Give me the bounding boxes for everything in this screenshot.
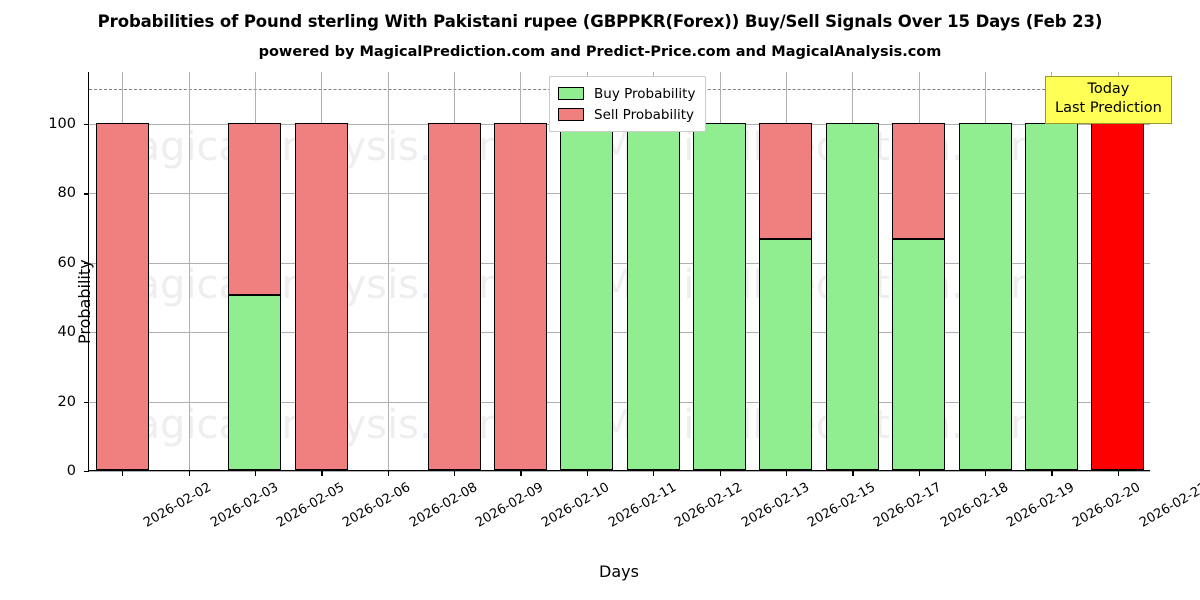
gridline-horizontal (89, 193, 1150, 195)
x-tick-mark (122, 471, 124, 476)
y-tick-label: 60 (57, 254, 76, 271)
x-tick-mark (653, 471, 655, 476)
gridline-horizontal (89, 471, 1150, 472)
bar-segment-today[interactable] (1091, 123, 1145, 470)
bar-segment-sell[interactable] (892, 123, 946, 239)
x-tick-mark (188, 471, 190, 476)
bar-group[interactable] (892, 123, 946, 470)
y-axis-label: Probability (75, 259, 94, 344)
x-tick-mark (387, 471, 389, 476)
bar-group[interactable] (427, 123, 481, 470)
bar-group[interactable] (825, 123, 879, 470)
bar-segment-sell[interactable] (95, 123, 149, 470)
y-tick-mark (84, 471, 89, 473)
x-tick-mark (586, 471, 588, 476)
x-tick-label: 2026-02-06 (340, 480, 414, 531)
bar-group[interactable] (626, 123, 680, 470)
bar-group[interactable] (1024, 123, 1078, 470)
x-tick-label: 2026-02-02 (141, 480, 215, 531)
bar-segment-buy[interactable] (825, 123, 879, 470)
bar-group[interactable] (693, 123, 747, 470)
y-tick-label: 0 (66, 463, 76, 479)
legend-item-sell[interactable]: Sell Probability (558, 104, 695, 125)
bar-group[interactable] (1091, 123, 1145, 470)
x-tick-label: 2026-02-05 (274, 480, 347, 531)
x-tick-label: 2026-02-08 (406, 480, 480, 531)
x-tick-label: 2026-02-18 (937, 480, 1011, 531)
y-tick-label: 20 (57, 393, 76, 410)
bar-segment-sell[interactable] (427, 123, 481, 470)
x-tick-mark (1117, 471, 1119, 476)
today-label-line2: Last Prediction (1055, 100, 1162, 116)
x-tick-label: 2026-02-09 (473, 480, 547, 531)
x-tick-mark (254, 471, 257, 476)
y-tick-mark (84, 193, 89, 195)
x-tick-mark (985, 471, 987, 476)
x-tick-label: 2026-02-15 (805, 480, 878, 531)
bar-segment-buy[interactable] (958, 123, 1012, 470)
x-tick-label: 2026-02-19 (1004, 480, 1078, 531)
y-tick-label: 100 (48, 116, 76, 133)
axis-decorations: 0 20 40 60 80 100 2026-02-02 2026-02-03 2026-02-… (48, 72, 1200, 531)
legend-swatch-sell (558, 108, 584, 121)
x-tick-mark (321, 471, 323, 476)
x-tick-label: 2026-02-12 (672, 480, 746, 531)
y-tick-mark (84, 401, 89, 403)
gridline-horizontal (89, 401, 1150, 403)
legend-label-buy: Buy Probability (594, 85, 696, 102)
x-tick-label: 2026-02-10 (539, 480, 613, 531)
bar-group[interactable] (95, 123, 149, 470)
bar-segment-buy[interactable] (759, 238, 813, 470)
x-tick-mark (918, 471, 920, 476)
today-label-line1: Today (1087, 81, 1130, 97)
bars-layer (89, 72, 1150, 470)
bar-group[interactable] (228, 123, 282, 470)
x-tick-mark (852, 471, 854, 476)
bar-segment-sell[interactable] (294, 123, 348, 470)
bar-segment-buy[interactable] (626, 123, 680, 470)
x-tick-mark (1051, 471, 1053, 476)
x-tick-label: 2026-02-11 (605, 480, 679, 531)
bar-segment-sell[interactable] (759, 123, 813, 239)
gridline-horizontal (89, 332, 1150, 334)
y-tick-mark (84, 332, 89, 334)
gridline-horizontal (89, 262, 1150, 264)
y-tick-label: 80 (57, 185, 76, 202)
legend-swatch-buy (558, 87, 584, 100)
y-tick-mark (84, 124, 89, 126)
chart-title: Probabilities of Pound sterling With Pak… (97, 12, 1103, 31)
bar-segment-buy[interactable] (1024, 123, 1078, 470)
legend-item-buy[interactable]: Buy Probability (558, 83, 695, 104)
bar-segment-buy[interactable] (560, 123, 614, 470)
bar-group[interactable] (958, 123, 1012, 470)
x-tick-mark (719, 471, 721, 476)
x-tick-mark (520, 471, 522, 476)
bar-segment-sell[interactable] (228, 123, 282, 295)
bar-segment-sell[interactable] (493, 123, 547, 470)
bar-segment-buy[interactable] (228, 294, 282, 470)
today-annotation: Today Last Prediction (1045, 76, 1172, 124)
bar-group[interactable] (759, 123, 813, 470)
y-tick-label: 40 (57, 324, 76, 341)
gridline-vertical (387, 72, 389, 470)
bar-group[interactable] (560, 123, 614, 470)
bar-segment-buy[interactable] (693, 123, 747, 470)
y-tick-mark (84, 262, 89, 264)
chart-legend: Buy Probability Sell Probability (549, 76, 707, 132)
x-tick-label: 2026-02-22 (1136, 480, 1200, 531)
chart-subtitle: powered by MagicalPrediction.com and Pre… (258, 44, 942, 60)
x-tick-label: 2026-02-03 (207, 480, 281, 531)
x-tick-label: 2026-02-17 (871, 480, 945, 531)
legend-label-sell: Sell Probability (594, 106, 695, 123)
x-tick-mark (785, 471, 788, 476)
gridline-vertical (188, 72, 190, 470)
bar-group[interactable] (493, 123, 547, 470)
x-tick-label: 2026-02-20 (1070, 480, 1144, 531)
bar-group[interactable] (294, 123, 348, 470)
x-tick-label: 2026-02-13 (738, 480, 812, 531)
bar-segment-buy[interactable] (892, 238, 946, 470)
x-tick-mark (454, 471, 456, 476)
x-axis-label: Days (599, 562, 639, 581)
